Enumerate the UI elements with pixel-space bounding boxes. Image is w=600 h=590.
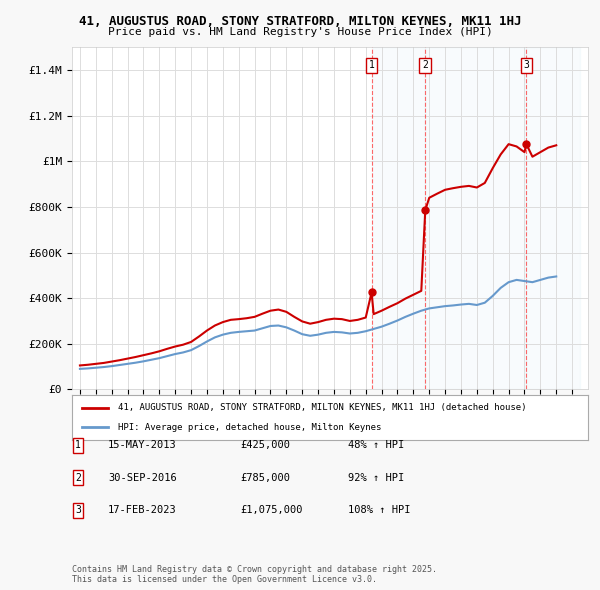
Text: 92% ↑ HPI: 92% ↑ HPI [348, 473, 404, 483]
Text: £785,000: £785,000 [240, 473, 290, 483]
Text: 48% ↑ HPI: 48% ↑ HPI [348, 441, 404, 450]
Text: 3: 3 [75, 506, 81, 515]
Text: 2: 2 [75, 473, 81, 483]
Text: 1: 1 [368, 60, 374, 70]
Text: Price paid vs. HM Land Registry's House Price Index (HPI): Price paid vs. HM Land Registry's House … [107, 27, 493, 37]
Text: £1,075,000: £1,075,000 [240, 506, 302, 515]
Text: 17-FEB-2023: 17-FEB-2023 [108, 506, 177, 515]
Bar [371, 47, 425, 389]
Text: 41, AUGUSTUS ROAD, STONY STRATFORD, MILTON KEYNES, MK11 1HJ: 41, AUGUSTUS ROAD, STONY STRATFORD, MILT… [79, 15, 521, 28]
Text: 108% ↑ HPI: 108% ↑ HPI [348, 506, 410, 515]
Text: HPI: Average price, detached house, Milton Keynes: HPI: Average price, detached house, Milt… [118, 422, 382, 432]
Text: £425,000: £425,000 [240, 441, 290, 450]
Text: 3: 3 [523, 60, 529, 70]
Text: Contains HM Land Registry data © Crown copyright and database right 2025.
This d: Contains HM Land Registry data © Crown c… [72, 565, 437, 584]
Text: 1: 1 [75, 441, 81, 450]
Bar [526, 47, 580, 389]
Text: 15-MAY-2013: 15-MAY-2013 [108, 441, 177, 450]
Text: 2: 2 [422, 60, 428, 70]
Bar [425, 47, 526, 389]
Text: 41, AUGUSTUS ROAD, STONY STRATFORD, MILTON KEYNES, MK11 1HJ (detached house): 41, AUGUSTUS ROAD, STONY STRATFORD, MILT… [118, 403, 527, 412]
Text: 30-SEP-2016: 30-SEP-2016 [108, 473, 177, 483]
